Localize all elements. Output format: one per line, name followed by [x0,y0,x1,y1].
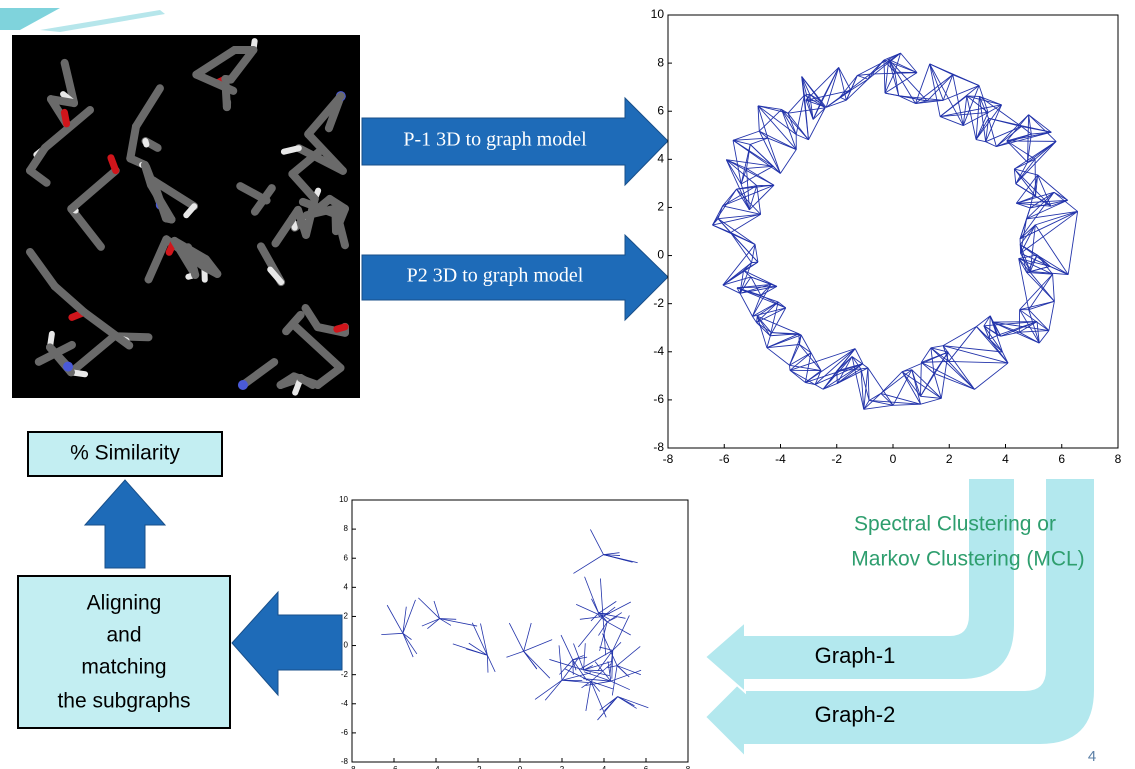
bond [145,141,146,144]
y-tick-label: 2 [344,612,349,621]
y-tick-label: -8 [653,440,664,454]
x-tick-label: -6 [390,765,398,769]
graph-label: Graph-1 [815,643,896,668]
y-tick-label: 10 [339,495,348,504]
aligning-line: and [106,624,141,647]
x-tick-label: 4 [602,765,607,769]
y-tick-label: 0 [657,248,664,262]
clustering-label: Spectral Clustering or [854,513,1056,536]
x-tick-label: 6 [644,765,649,769]
decor [0,8,60,30]
y-tick-label: -6 [653,392,664,406]
graph-label: Graph-2 [815,702,896,727]
atom [63,362,73,372]
arrow-label: P2 3D to graph model [407,265,584,287]
edge [752,262,758,263]
x-tick-label: 2 [946,452,953,466]
aligning-line: matching [81,656,166,679]
x-tick-label: 8 [1115,452,1122,466]
x-tick-label: -8 [348,765,356,769]
y-tick-label: -4 [653,344,664,358]
bond [130,126,136,158]
aligning-line: the subgraphs [57,690,190,713]
bond [337,327,345,329]
y-tick-label: -6 [341,728,349,737]
clustering-label: Markov Clustering (MCL) [851,548,1084,571]
y-tick-label: -2 [341,670,349,679]
bond [111,158,116,171]
left-arrow [232,592,342,695]
y-tick-label: 6 [657,103,664,117]
x-tick-label: 4 [1002,452,1009,466]
slide: P-1 3D to graph model P2 3D to graph mod… [0,0,1135,769]
edge [1020,239,1021,253]
graph-plot: -8 -6 -4 -2 0 2 4 6 8 -8 -6 -4 -2 0 2 4 6 8 10 [339,495,691,769]
x-tick-label: -2 [831,452,842,466]
x-tick-label: -2 [474,765,482,769]
plot-frame [352,500,688,762]
up-arrow [85,480,165,568]
bond [284,148,299,152]
bond [64,112,66,123]
y-tick-label: 0 [344,641,349,650]
arrow-label: P-1 3D to graph model [403,129,587,151]
x-tick-label: -4 [432,765,440,769]
x-tick-label: 2 [560,765,565,769]
decor [40,10,165,32]
y-tick-label: -2 [653,296,664,310]
y-tick-label: -4 [341,699,349,708]
y-tick-label: 4 [657,152,664,166]
y-tick-label: 10 [651,7,665,21]
aligning-line: Aligning [87,592,162,615]
x-tick-label: -8 [663,452,674,466]
y-tick-label: 8 [344,524,349,533]
y-tick-label: 8 [657,55,664,69]
y-tick-label: 4 [344,582,349,591]
x-tick-label: 6 [1058,452,1065,466]
y-tick-label: -8 [341,757,349,766]
x-tick-label: 0 [890,452,897,466]
x-tick-label: -6 [719,452,730,466]
y-tick-label: 2 [657,200,664,214]
similarity-label: % Similarity [70,442,180,465]
x-tick-label: 8 [686,765,691,769]
page-number: 4 [1088,748,1096,765]
x-tick-label: 0 [518,765,523,769]
graph-plot: -8 -6 -4 -2 0 2 4 6 8 -8 -6 -4 -2 0 2 4 6 8 10 [651,7,1122,466]
x-tick-label: -4 [775,452,786,466]
atom [238,380,248,390]
y-tick-label: 6 [344,553,349,562]
